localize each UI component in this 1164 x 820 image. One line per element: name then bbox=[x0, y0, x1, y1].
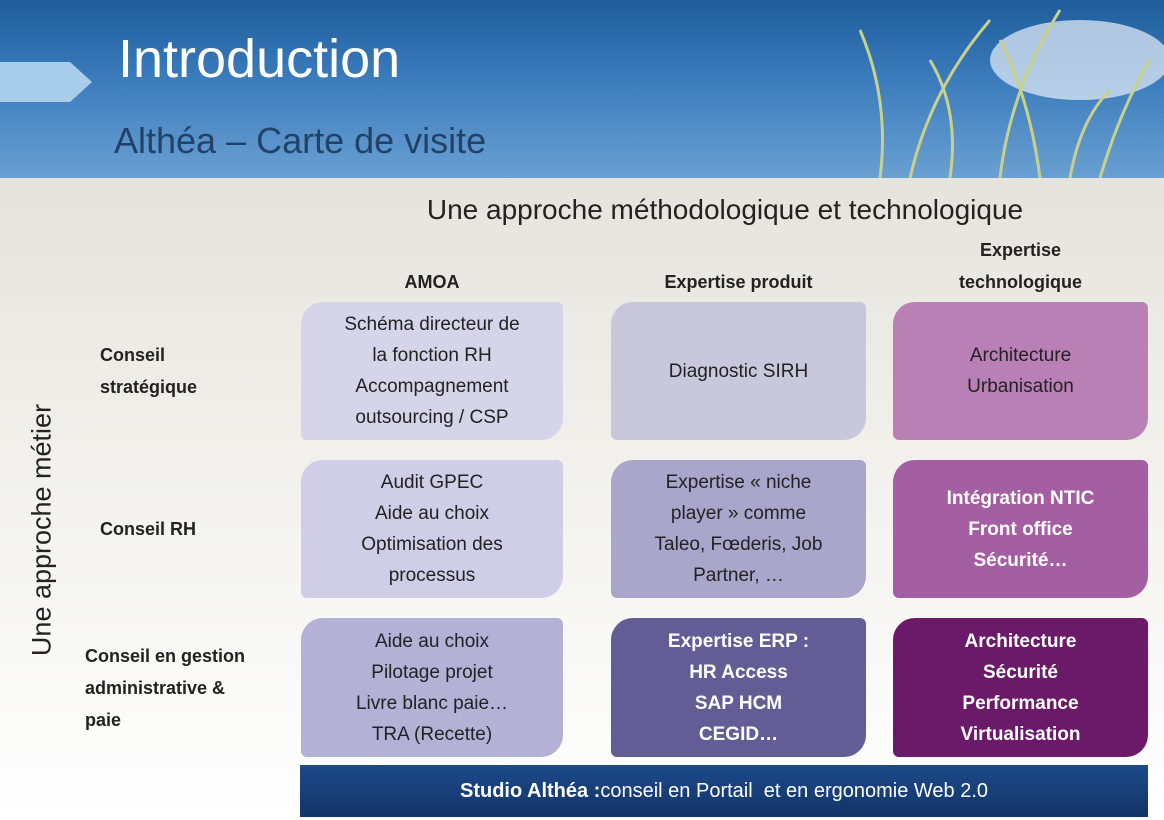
cell: Expertise ERP : HR Access SAP HCM CEGID… bbox=[611, 618, 866, 757]
text-line: Front office bbox=[968, 518, 1073, 540]
text-line: stratégique bbox=[100, 377, 198, 397]
text-line: Livre blanc paie… bbox=[355, 692, 509, 714]
text-line: AMOA bbox=[404, 272, 460, 292]
text-line: Architecture bbox=[964, 630, 1077, 652]
text-line: Expertise « niche bbox=[665, 472, 812, 493]
column-header: Expertise technologique bbox=[893, 232, 1148, 298]
footer-lead: Studio Althéa : bbox=[459, 779, 601, 802]
text-line: la fonction RH bbox=[372, 345, 492, 366]
text-line: Accompagnement bbox=[355, 376, 509, 397]
row-label: Conseil stratégique bbox=[100, 302, 300, 440]
text-line: Virtualisation bbox=[960, 723, 1081, 745]
text-line: Intégration NTIC bbox=[946, 487, 1095, 509]
cell: Schéma directeur de la fonction RH Accompa… bbox=[301, 302, 563, 440]
text-line: paie bbox=[85, 709, 122, 730]
heading: Une approche méthodologique et technolog… bbox=[426, 194, 1024, 225]
text-line: Architecture bbox=[969, 345, 1072, 366]
text-line: Aide au choix bbox=[374, 630, 490, 652]
subtitle: Althéa – Carte de visite bbox=[114, 120, 487, 161]
text-line: Expertise ERP : bbox=[667, 630, 810, 652]
column-header: AMOA bbox=[301, 232, 563, 298]
cell: Architecture Urbanisation bbox=[893, 302, 1148, 440]
side-label: Une approche métier bbox=[26, 403, 57, 657]
text-line: CEGID… bbox=[698, 723, 779, 745]
text-line: HR Access bbox=[689, 661, 788, 683]
cell: Architecture Sécurité Performance Virtualis… bbox=[893, 618, 1148, 757]
text-line: Audit GPEC bbox=[380, 472, 484, 493]
text-line: Conseil en gestion bbox=[85, 645, 246, 666]
text-line: Partner, … bbox=[693, 565, 784, 586]
text-line: Expertise produit bbox=[664, 272, 813, 292]
row-label: Conseil RH bbox=[100, 460, 300, 598]
text-line: Expertise bbox=[979, 240, 1062, 260]
text-line: administrative & bbox=[85, 677, 226, 698]
text-line: Urbanisation bbox=[967, 376, 1074, 397]
text-line: technologique bbox=[959, 272, 1082, 292]
text-line: Conseil bbox=[100, 345, 166, 365]
text-line: outsourcing / CSP bbox=[355, 407, 509, 428]
text-line: Taleo, Fœderis, Job bbox=[654, 534, 823, 555]
text-line: Sécurité… bbox=[973, 549, 1068, 571]
title: Introduction bbox=[118, 29, 401, 89]
text-line: Performance bbox=[962, 692, 1079, 714]
cell: Diagnostic SIRH bbox=[611, 302, 866, 440]
text-line: Sécurité bbox=[983, 661, 1058, 683]
grass bbox=[858, 9, 1152, 178]
header-band bbox=[0, 0, 1164, 178]
text-line: Diagnostic SIRH bbox=[668, 360, 809, 382]
footer-text: conseil en Portail et en ergonomie Web 2… bbox=[600, 779, 988, 802]
text-line: Conseil RH bbox=[100, 519, 197, 539]
text-line: Optimisation des bbox=[361, 534, 503, 555]
header-art bbox=[0, 9, 1164, 178]
row-label: Conseil en gestion administrative & paie bbox=[85, 618, 285, 757]
cell: Aide au choix Pilotage projet Livre blanc … bbox=[301, 618, 563, 757]
text-line: Pilotage projet bbox=[371, 661, 493, 683]
column-header: Expertise produit bbox=[611, 232, 866, 298]
cell: Intégration NTIC Front office Sécurité… bbox=[893, 460, 1148, 598]
text-line: processus bbox=[388, 565, 476, 586]
cell: Audit GPEC Aide au choix Optimisation des p… bbox=[301, 460, 563, 598]
arrow bbox=[0, 62, 92, 102]
footer-bar: Studio Althéa : conseil en Portail et en… bbox=[300, 765, 1148, 817]
text-line: player » comme bbox=[670, 503, 807, 524]
text-line: SAP HCM bbox=[694, 692, 783, 714]
text-line: Schéma directeur de bbox=[344, 314, 520, 335]
text-line: TRA (Recette) bbox=[371, 723, 493, 745]
text-line: Aide au choix bbox=[374, 503, 490, 524]
cell: Expertise « niche player » comme Taleo, Fœ… bbox=[611, 460, 866, 598]
cloud bbox=[990, 20, 1164, 100]
